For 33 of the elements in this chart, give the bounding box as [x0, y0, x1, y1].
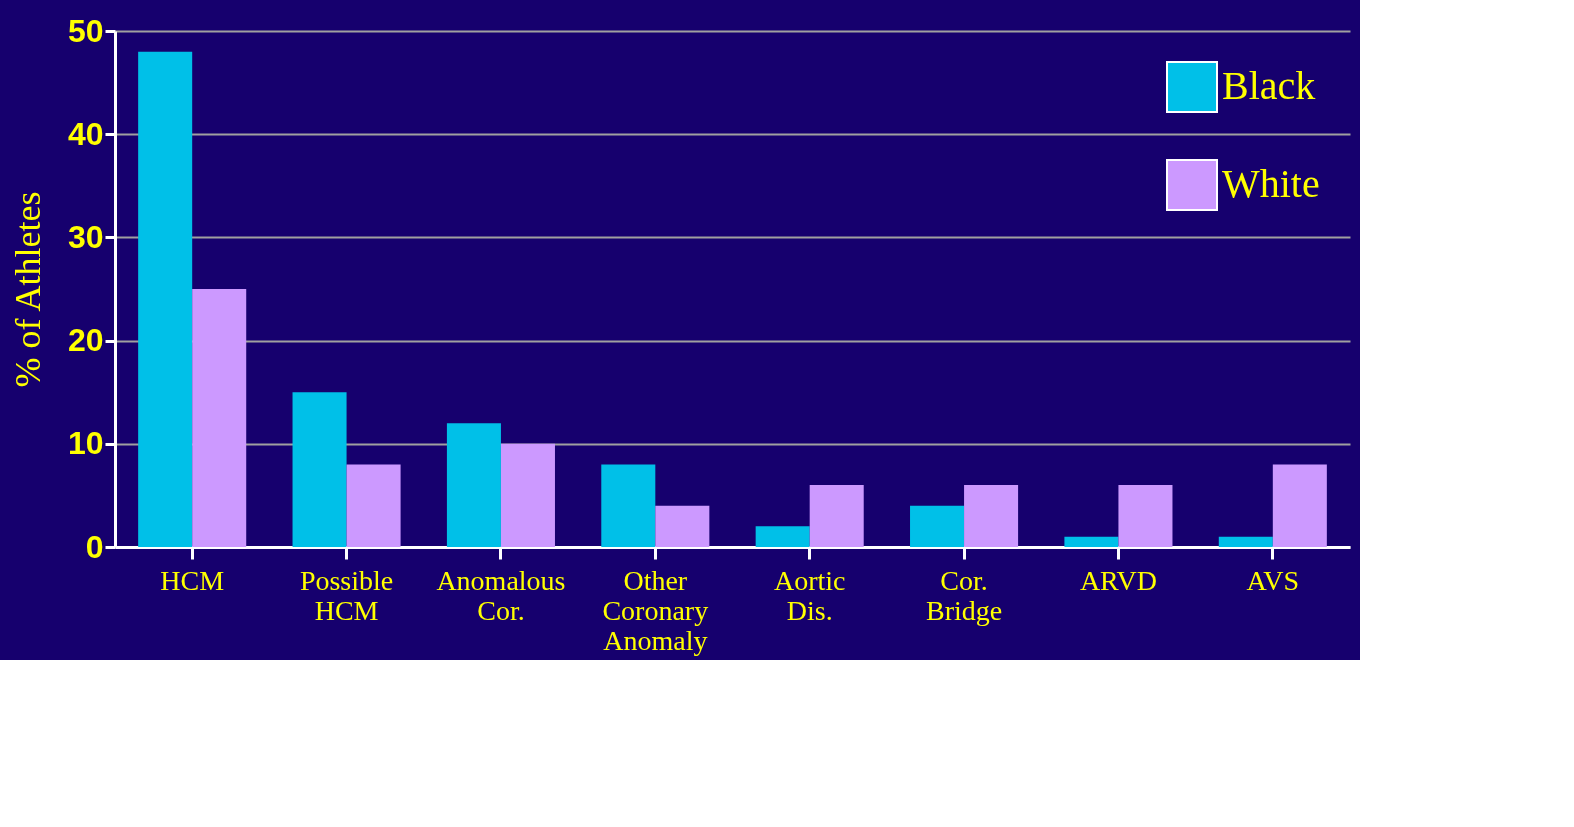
x-tick-label: HCM [160, 564, 225, 596]
bar [1118, 485, 1173, 547]
bar [192, 289, 247, 547]
x-tick-label: Aortic Dis. [773, 564, 846, 626]
bar [446, 423, 501, 547]
x-tick-label: ARVD [1079, 564, 1157, 596]
bar [346, 464, 401, 547]
legend-label: Black [1222, 63, 1316, 108]
bar [1272, 464, 1327, 547]
legend-label: White [1222, 161, 1320, 206]
y-tick-label: 40 [67, 115, 104, 152]
bar [601, 464, 656, 547]
bar [809, 485, 864, 547]
bar [910, 505, 965, 547]
y-tick-label: 0 [85, 528, 104, 565]
y-tick-label: 10 [67, 425, 104, 462]
y-axis-title: % of Athletes [7, 191, 48, 388]
bar [292, 392, 347, 547]
bar [655, 505, 710, 547]
bar [500, 443, 555, 547]
bar [1064, 536, 1119, 547]
bar [964, 485, 1019, 547]
bar [755, 526, 810, 547]
x-tick-label: AVS [1246, 564, 1300, 596]
x-tick-label: Possible HCM [299, 564, 394, 626]
y-tick-label: 20 [67, 322, 104, 359]
bar [138, 51, 193, 547]
y-tick-label: 30 [67, 218, 104, 255]
x-tick-label: Anomalous Cor. [436, 564, 566, 626]
x-tick-label: Other Coronary Anomaly [602, 564, 709, 656]
x-tick-label: Cor. Bridge [925, 564, 1003, 626]
bar [1218, 536, 1273, 547]
y-tick-label: 50 [67, 12, 104, 49]
